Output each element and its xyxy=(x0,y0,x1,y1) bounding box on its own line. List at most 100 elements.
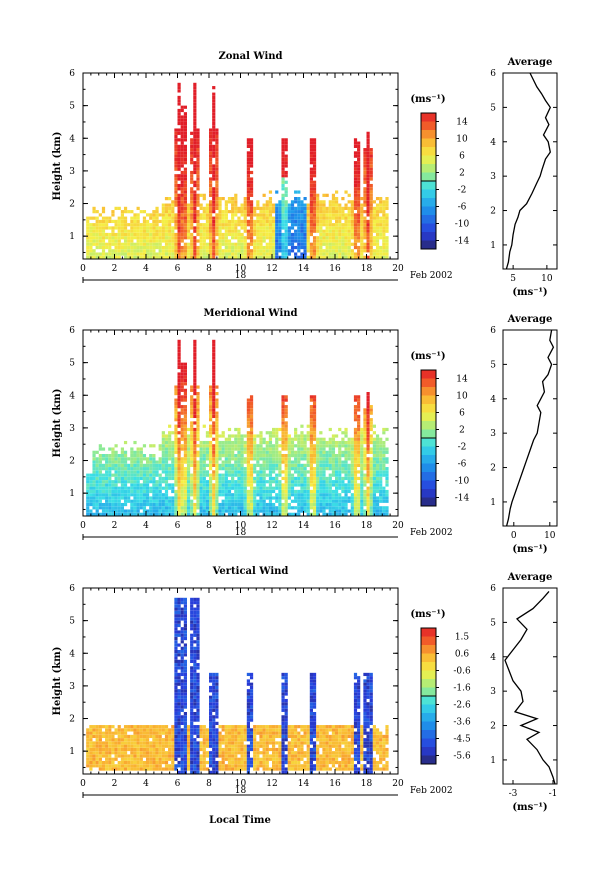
heatmap-cell xyxy=(95,731,99,735)
heatmap-cell xyxy=(171,229,175,233)
heatmap-cell xyxy=(133,744,137,748)
heatmap-cell xyxy=(212,206,216,210)
heatmap-cell xyxy=(382,457,386,461)
heatmap-cell xyxy=(95,463,99,467)
heatmap-cell xyxy=(101,741,106,745)
heatmap-cell xyxy=(265,210,269,214)
heatmap-cell xyxy=(312,157,317,162)
panel-title: Zonal Wind xyxy=(218,51,282,62)
heatmap-cell xyxy=(322,496,326,500)
heatmap-cell xyxy=(196,434,200,438)
heatmap-cell xyxy=(234,502,238,507)
heatmap-cell xyxy=(379,512,383,516)
heatmap-cell xyxy=(369,427,373,432)
heatmap-cell xyxy=(136,489,140,494)
heatmap-cell xyxy=(325,502,329,507)
heatmap-cell xyxy=(193,506,197,510)
heatmap-cell xyxy=(152,210,156,214)
heatmap-cell xyxy=(372,440,376,445)
heatmap-cell xyxy=(180,434,184,438)
heatmap-cell xyxy=(246,252,250,256)
heatmap-cell xyxy=(209,180,213,184)
heatmap-cell xyxy=(98,219,102,224)
heatmap-cell xyxy=(369,151,373,155)
heatmap-cell xyxy=(101,232,106,237)
heatmap-cell xyxy=(312,141,317,145)
heatmap-cell xyxy=(290,245,295,250)
heatmap-cell xyxy=(306,203,310,207)
heatmap-cell xyxy=(312,411,317,415)
heatmap-cell xyxy=(353,414,358,419)
heatmap-cell xyxy=(287,493,291,497)
heatmap-cell xyxy=(281,239,285,243)
heatmap-cell xyxy=(127,480,131,484)
heatmap-cell xyxy=(136,242,140,246)
heatmap-cell xyxy=(287,496,291,500)
heatmap-cell xyxy=(139,226,143,230)
heatmap-cell xyxy=(190,457,194,461)
heatmap-cell xyxy=(268,223,273,227)
y-tick-label: 3 xyxy=(69,167,75,177)
heatmap-cell xyxy=(344,450,348,454)
heatmap-cell xyxy=(193,203,197,207)
heatmap-cell xyxy=(98,467,102,471)
heatmap-cell xyxy=(177,447,181,451)
heatmap-cell xyxy=(316,450,320,454)
heatmap-cell xyxy=(290,200,295,204)
heatmap-cell xyxy=(357,157,361,162)
heatmap-cell xyxy=(240,245,244,250)
heatmap-cell xyxy=(278,200,282,204)
heatmap-cell xyxy=(130,447,134,451)
heatmap-cell xyxy=(237,483,241,487)
heatmap-cell xyxy=(174,242,178,246)
heatmap-cell xyxy=(209,239,213,243)
heatmap-cell xyxy=(221,255,225,259)
heatmap-cell xyxy=(114,245,118,250)
heatmap-cell xyxy=(306,229,310,233)
heatmap-cell xyxy=(193,473,197,477)
heatmap-cell xyxy=(183,427,187,432)
heatmap-cell xyxy=(168,219,172,224)
heatmap-cell xyxy=(130,499,134,503)
heatmap-cell xyxy=(335,493,339,497)
heatmap-cell xyxy=(259,473,263,477)
heatmap-cell xyxy=(227,480,232,484)
heatmap-cell xyxy=(312,476,317,481)
heatmap-cell xyxy=(328,216,332,220)
heatmap-cell xyxy=(237,252,241,256)
heatmap-cell xyxy=(366,427,370,432)
heatmap-cell xyxy=(290,437,295,441)
heatmap-cell xyxy=(331,197,336,201)
heatmap-cell xyxy=(353,447,358,451)
heatmap-cell xyxy=(190,427,194,432)
heatmap-cell xyxy=(108,734,112,739)
heatmap-cell xyxy=(363,440,367,445)
heatmap-cell xyxy=(281,174,285,178)
heatmap-cell xyxy=(312,496,317,500)
heatmap-cell xyxy=(275,206,279,210)
heatmap-cell xyxy=(249,499,254,503)
heatmap-cell xyxy=(290,219,295,224)
heatmap-cell xyxy=(95,506,99,510)
heatmap-cell xyxy=(328,493,332,497)
heatmap-cell xyxy=(98,725,102,729)
heatmap-cell xyxy=(325,457,329,461)
heatmap-cell xyxy=(284,411,288,415)
heatmap-cell xyxy=(142,242,147,246)
heatmap-cell xyxy=(363,424,367,428)
heatmap-cell xyxy=(249,414,254,419)
heatmap-cell xyxy=(284,180,288,184)
heatmap-cell xyxy=(379,252,383,256)
heatmap-cell xyxy=(224,483,228,487)
heatmap-cell xyxy=(284,255,288,259)
heatmap-cell xyxy=(294,480,298,484)
heatmap-cell xyxy=(382,512,386,516)
heatmap-cell xyxy=(190,489,194,494)
heatmap-cell xyxy=(366,408,370,412)
heatmap-cell xyxy=(309,174,313,178)
heatmap-cell xyxy=(117,249,121,253)
heatmap-cell xyxy=(234,229,238,233)
heatmap-cell xyxy=(382,447,386,451)
heatmap-cell xyxy=(111,473,115,477)
heatmap-cell xyxy=(212,239,216,243)
